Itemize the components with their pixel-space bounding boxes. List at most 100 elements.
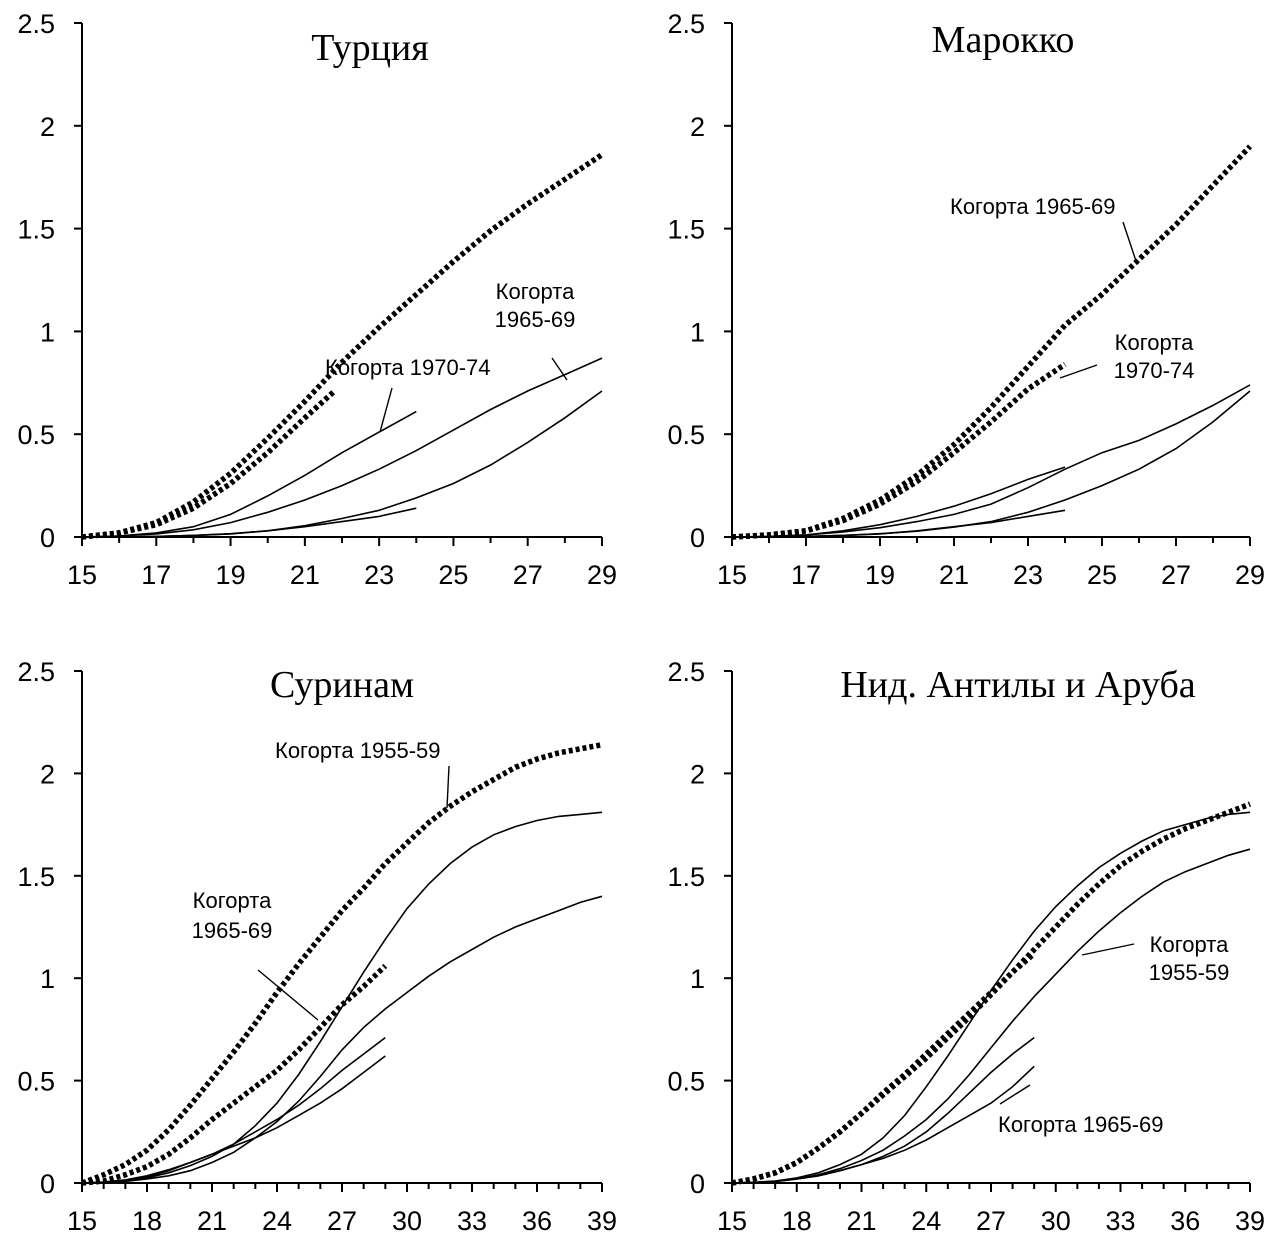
x-tick-label: 19: [865, 560, 895, 590]
x-tick-label: 27: [513, 560, 543, 590]
annotation-text: Когорта: [1150, 932, 1229, 957]
y-tick-label: 2.5: [17, 657, 55, 687]
x-tick-label: 15: [67, 1206, 97, 1236]
x-tick-label: 30: [1041, 1206, 1071, 1236]
cohort-annotation: Когорта 1965-69: [192, 888, 319, 1021]
annotation-leader: [446, 765, 450, 809]
series-line-4: [731, 848, 1251, 1184]
x-tick-label: 39: [587, 1206, 617, 1236]
panel-title: Нид. Антилы и Аруба: [840, 664, 1195, 706]
y-tick-label: 2: [40, 759, 55, 789]
y-tick-label: 0: [40, 1169, 55, 1199]
y-tick-label: 1: [40, 964, 55, 994]
cohort-annotation: Когорта 1965-69: [998, 1084, 1164, 1137]
y-tick-label: 0.5: [17, 1067, 55, 1097]
annotation-text: Когорта 1955-59: [275, 738, 441, 763]
annotation-leader: [379, 387, 393, 433]
x-tick-label: 25: [438, 560, 468, 590]
annotation-text: Когорта: [1115, 330, 1194, 355]
y-tick-label: 2: [40, 112, 55, 142]
y-tick-label: 1: [40, 317, 55, 347]
series-line-6: [81, 1055, 386, 1184]
annotation-text: Когорта 1965-69: [950, 194, 1116, 219]
chart-panel-2: 0 0.5 1 1.5 2 2.5 15 17 19 21 23 25 27 29 Марокко Когор…: [667, 9, 1265, 590]
cohort-annotation: Когорта 1970-74: [1059, 330, 1195, 383]
annotation-leader: [1059, 364, 1098, 379]
cohort-annotation: Когорта 1965-69: [950, 194, 1138, 265]
annotation-text: 1955-59: [1149, 960, 1230, 985]
x-tick-label: 15: [717, 560, 747, 590]
series-line-4: [731, 384, 1251, 538]
annotation-leader: [999, 1084, 1031, 1105]
x-tick-label: 29: [1235, 560, 1265, 590]
y-tick-label: 1.5: [17, 215, 55, 245]
annotation-leader: [551, 357, 568, 381]
x-tick-label: 15: [717, 1206, 747, 1236]
series-line-2: [731, 951, 1036, 1186]
series-line-1: [81, 152, 604, 540]
y-tick-label: 2.5: [17, 9, 55, 39]
x-tick-label: 27: [1161, 560, 1191, 590]
series-line-1: [81, 741, 603, 1186]
x-tick-label: 23: [1013, 560, 1043, 590]
y-tick-label: 1.5: [17, 862, 55, 892]
annotation-text: 1970-74: [1114, 358, 1195, 383]
x-tick-label: 21: [846, 1206, 876, 1236]
y-tick-label: 1.5: [667, 862, 705, 892]
x-tick-label: 18: [782, 1206, 812, 1236]
y-tick-label: 0: [690, 523, 705, 553]
x-tick-label: 19: [216, 560, 246, 590]
x-tick-label: 17: [791, 560, 821, 590]
series-line-6: [82, 390, 603, 538]
series-line-3: [81, 811, 603, 1184]
panel-title: Марокко: [932, 19, 1075, 61]
annotation-text: 1965-69: [192, 918, 273, 943]
y-tick-label: 0: [690, 1169, 705, 1199]
x-tick-label: 39: [1235, 1206, 1265, 1236]
series-line-4: [81, 895, 603, 1184]
x-tick-label: 17: [141, 560, 171, 590]
cohort-annotation: Когорта 1965-69: [495, 279, 576, 381]
x-tick-label: 24: [262, 1206, 292, 1236]
cohort-annotation: Когорта 1955-59: [1081, 932, 1230, 985]
series-line-1: [731, 801, 1251, 1186]
y-tick-label: 0.5: [667, 420, 705, 450]
y-tick-label: 0.5: [17, 420, 55, 450]
chart-panel-4: 0 0.5 1 1.5 2 2.5 15 18 21 24 27 30 33 36 39 Нид. Антил…: [667, 657, 1265, 1236]
chart-panel-3: 0 0.5 1 1.5 2 2.5 15 18 21 24 27 30 33 36 39 Суринам Ког…: [17, 657, 617, 1236]
series-line-3: [731, 466, 1066, 538]
annotation-text: Когорта: [496, 279, 575, 304]
y-tick-label: 1: [690, 964, 705, 994]
annotation-text: Когорта 1970-74: [325, 355, 491, 380]
series-line-2: [81, 388, 337, 540]
x-tick-label: 36: [1170, 1206, 1200, 1236]
y-tick-label: 2: [690, 759, 705, 789]
cohort-annotation: Когорта 1955-59: [275, 738, 450, 809]
x-tick-label: 36: [522, 1206, 552, 1236]
y-tick-label: 0: [40, 523, 55, 553]
series-line-2: [81, 963, 388, 1186]
x-tick-label: 21: [939, 560, 969, 590]
x-tick-label: 27: [327, 1206, 357, 1236]
annotation-text: 1965-69: [495, 307, 576, 332]
x-tick-label: 27: [976, 1206, 1006, 1236]
series-line-6: [731, 1065, 1035, 1184]
annotation-text: Когорта: [193, 888, 272, 913]
annotation-text: Когорта 1965-69: [998, 1112, 1164, 1137]
y-tick-label: 0.5: [667, 1067, 705, 1097]
y-tick-label: 1: [690, 317, 705, 347]
x-tick-label: 21: [197, 1206, 227, 1236]
y-tick-label: 2.5: [667, 657, 705, 687]
annotation-leader: [257, 969, 319, 1021]
x-tick-label: 33: [457, 1206, 487, 1236]
panel-title: Турция: [311, 27, 428, 69]
x-tick-label: 15: [67, 560, 97, 590]
chart-panel-1: 0 0.5 1 1.5 2 2.5 15 17 19 21 23 25 27 29 Турция Когорт…: [17, 9, 617, 590]
x-tick-label: 24: [911, 1206, 941, 1236]
x-tick-label: 33: [1105, 1206, 1135, 1236]
x-tick-label: 23: [364, 560, 394, 590]
y-tick-label: 2: [690, 112, 705, 142]
x-tick-label: 21: [290, 560, 320, 590]
panel-title: Суринам: [270, 664, 414, 706]
